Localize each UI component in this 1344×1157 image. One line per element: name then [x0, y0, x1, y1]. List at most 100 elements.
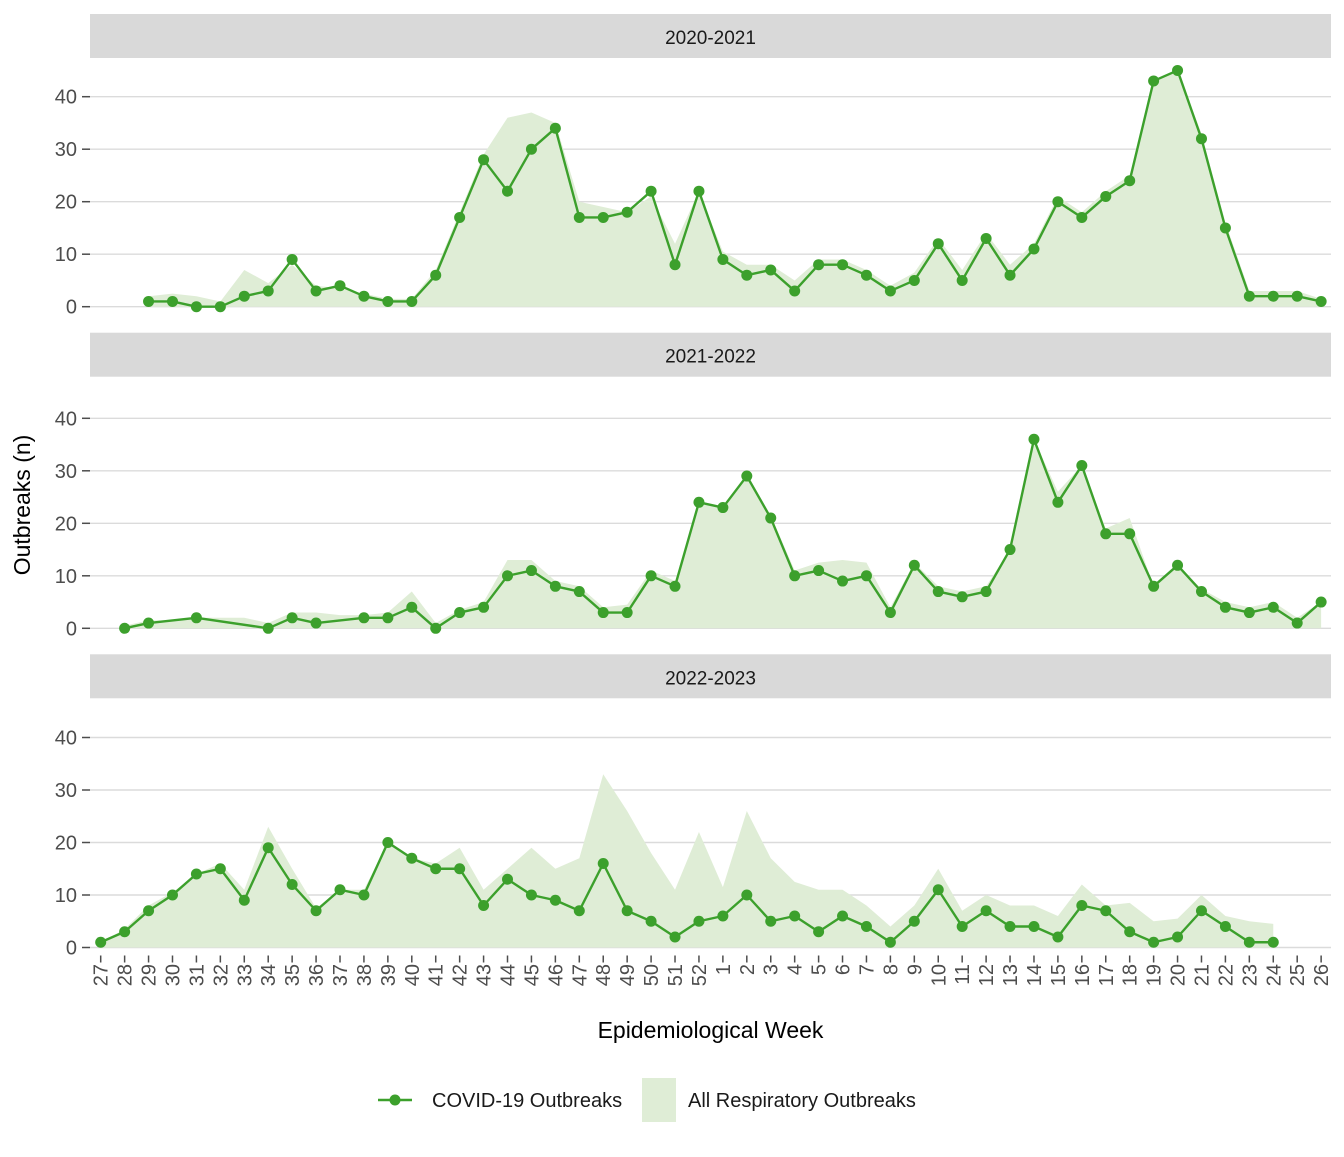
- data-point: [597, 211, 609, 223]
- data-point: [573, 905, 585, 917]
- y-tick-label: 40: [55, 728, 77, 750]
- data-point: [669, 259, 681, 271]
- legend-label-covid: COVID-19 Outbreaks: [432, 1090, 622, 1112]
- data-point: [549, 122, 561, 134]
- data-point: [478, 154, 490, 166]
- data-point: [143, 295, 155, 307]
- data-point: [645, 570, 657, 582]
- x-tick-label: 27: [91, 964, 113, 986]
- data-point: [908, 915, 920, 927]
- x-tick-label: 19: [1144, 964, 1166, 986]
- data-point: [765, 512, 777, 524]
- data-point: [980, 905, 992, 917]
- data-point: [310, 285, 322, 297]
- data-point: [190, 868, 202, 880]
- data-point: [143, 617, 155, 629]
- x-tick-label: 50: [641, 964, 663, 986]
- x-axis-title: Epidemiological Week: [598, 1017, 824, 1043]
- data-point: [1004, 921, 1016, 932]
- data-point: [741, 269, 753, 281]
- data-point: [789, 570, 801, 582]
- data-point: [1172, 931, 1184, 943]
- x-tick-label: 5: [809, 964, 831, 975]
- data-point: [1267, 601, 1279, 613]
- facet-strip: [90, 654, 1331, 699]
- x-tick-label: 39: [378, 964, 400, 986]
- data-point: [1243, 290, 1255, 302]
- x-tick-label: 9: [904, 964, 926, 975]
- x-tick-label: 51: [665, 964, 687, 986]
- y-tick-label: 0: [66, 938, 77, 960]
- data-point: [573, 211, 585, 223]
- data-point: [382, 837, 394, 848]
- data-point: [1028, 433, 1040, 445]
- data-point: [119, 622, 131, 634]
- data-point: [334, 884, 346, 896]
- data-point: [1243, 607, 1255, 619]
- x-tick-label: 38: [354, 964, 376, 986]
- data-point: [358, 612, 370, 624]
- data-point: [525, 143, 537, 155]
- data-point: [908, 274, 920, 286]
- data-point: [669, 580, 681, 592]
- data-point: [1052, 196, 1064, 208]
- x-tick-label: 11: [952, 964, 974, 985]
- y-tick-label: 20: [55, 833, 77, 855]
- x-tick-label: 48: [593, 964, 615, 986]
- data-point: [238, 290, 250, 302]
- data-point: [190, 612, 202, 624]
- data-point: [1004, 544, 1016, 556]
- x-tick-label: 22: [1215, 964, 1237, 986]
- data-point: [238, 894, 250, 906]
- data-point: [621, 206, 633, 218]
- data-point: [813, 259, 825, 271]
- data-point: [741, 889, 753, 901]
- y-tick-label: 20: [55, 513, 77, 535]
- data-point: [1195, 905, 1207, 917]
- data-point: [1028, 921, 1040, 932]
- x-tick-label: 31: [186, 964, 208, 986]
- data-point: [334, 280, 346, 292]
- data-point: [286, 612, 298, 624]
- data-point: [813, 565, 825, 577]
- data-point: [932, 586, 944, 598]
- legend-label-respiratory: All Respiratory Outbreaks: [688, 1090, 916, 1112]
- data-point: [214, 863, 226, 875]
- data-point: [262, 842, 274, 854]
- data-point: [645, 185, 657, 197]
- data-point: [478, 601, 490, 613]
- data-point: [956, 921, 968, 932]
- y-tick-label: 20: [55, 192, 77, 214]
- x-tick-label: 36: [306, 964, 328, 986]
- data-point: [525, 889, 537, 901]
- data-point: [860, 269, 872, 281]
- facet-strip-title: 2020-2021: [665, 28, 756, 49]
- x-tick-label: 4: [785, 964, 807, 975]
- data-point: [1148, 936, 1160, 948]
- x-tick-label: 18: [1120, 964, 1142, 986]
- respiratory-area: [148, 70, 1322, 307]
- data-point: [1315, 295, 1327, 307]
- data-point: [310, 617, 322, 629]
- data-point: [932, 238, 944, 250]
- x-tick-label: 10: [928, 964, 950, 986]
- data-point: [860, 570, 872, 582]
- data-point: [1267, 290, 1279, 302]
- data-point: [525, 565, 537, 577]
- data-point: [645, 915, 657, 927]
- data-point: [1124, 528, 1136, 540]
- x-tick-label: 16: [1072, 964, 1094, 986]
- x-tick-label: 1: [713, 964, 735, 975]
- x-tick-label: 34: [258, 964, 280, 986]
- data-point: [789, 285, 801, 297]
- y-tick-label: 0: [66, 618, 77, 640]
- data-point: [1195, 586, 1207, 598]
- y-tick-label: 10: [55, 566, 77, 588]
- facet-strip: [90, 14, 1331, 58]
- data-point: [980, 232, 992, 244]
- data-point: [1100, 190, 1112, 202]
- data-point: [1124, 175, 1136, 187]
- data-point: [214, 301, 226, 313]
- data-point: [1219, 921, 1231, 932]
